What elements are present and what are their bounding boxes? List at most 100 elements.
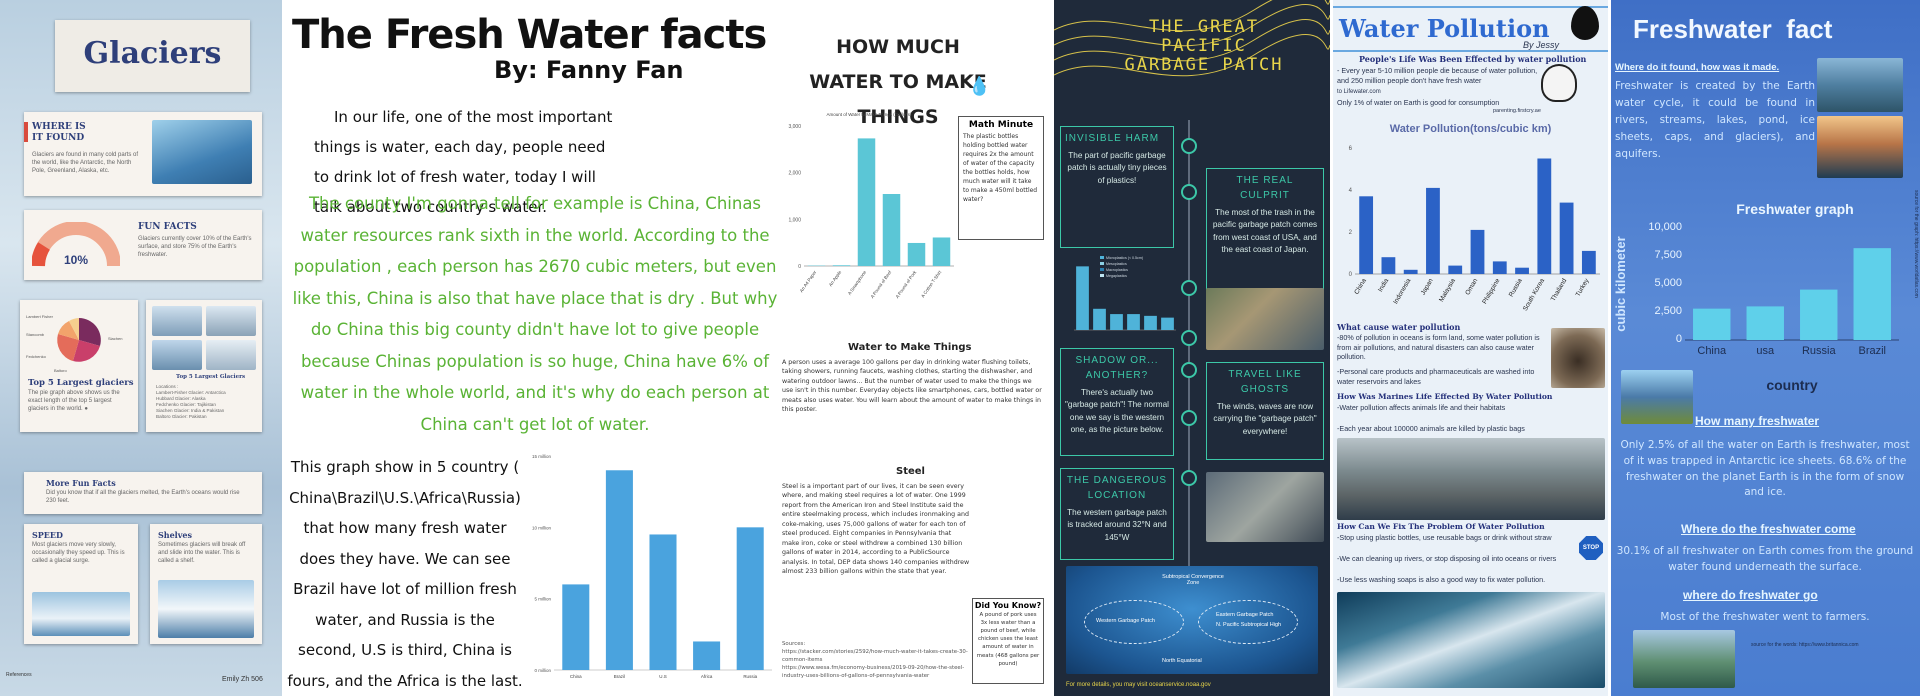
legend-label: Mesoplastics xyxy=(1106,262,1127,266)
wave-photo xyxy=(1337,592,1605,688)
source-graph: source for the graph: https://www.worlda… xyxy=(1913,190,1919,298)
china-text: The county I'm gonna tell for example is… xyxy=(292,194,778,434)
more-text: Did you know that if all the glaciers me… xyxy=(46,490,240,504)
section-title: Water to Make Things xyxy=(848,342,972,353)
x-tick-label: Russia xyxy=(743,674,757,679)
x-tick-label: Oman xyxy=(1464,277,1479,296)
x-tick-label: Russia xyxy=(1802,345,1837,357)
pie-label-4: Baltoro xyxy=(54,368,67,373)
marine-text: -Water pollution affects animals life an… xyxy=(1337,403,1506,412)
invisible-title: INVISIBLE HARM xyxy=(1065,133,1160,144)
glacier-photo xyxy=(32,592,130,636)
x-tick-label: China xyxy=(1353,277,1368,296)
legend-swatch xyxy=(1100,256,1104,259)
byline: By: Fanny Fan xyxy=(494,56,684,84)
glaciers-poster: Glaciers WHERE IS IT FOUND Glaciers are … xyxy=(0,0,282,696)
pie-label-2: Fedchenko xyxy=(26,354,47,359)
bar xyxy=(1144,315,1157,330)
gauge-value: 10% xyxy=(64,253,88,267)
legend-swatch xyxy=(1100,268,1104,271)
graph-text: This graph show in 5 country ( China\Bra… xyxy=(287,458,523,690)
x-tick-label: India xyxy=(1377,277,1390,293)
culprit-text: The most of the trash in the pacific gar… xyxy=(1212,208,1318,254)
legend-swatch xyxy=(1100,274,1104,277)
oil-bird-photo xyxy=(1551,328,1605,388)
sec1-source2: parenting.firstcry.ae xyxy=(1493,108,1541,114)
x-tick-label: Thailand xyxy=(1550,277,1569,302)
sec1-title: People's Life Was Been Effected by water… xyxy=(1359,54,1587,64)
bar xyxy=(1515,267,1529,274)
bar xyxy=(1161,317,1174,330)
bar xyxy=(1381,257,1396,274)
lake-photo xyxy=(1817,116,1903,178)
bar xyxy=(693,641,721,670)
x-tick-label: usa xyxy=(1756,345,1775,357)
x-axis-label: country xyxy=(1766,377,1818,393)
shadow-title: SHADOW OR... ANOTHER? xyxy=(1075,355,1159,381)
sec1-source: to Lifewater.com xyxy=(1337,89,1381,95)
cause-text: -80% of pollution in oceans is form land… xyxy=(1337,333,1540,362)
bar xyxy=(1448,265,1463,274)
culprit-title: THE REAL CULPRIT xyxy=(1236,175,1294,201)
location-text: The western garbage patch is tracked aro… xyxy=(1067,508,1167,542)
x-tick-label: An A4 Paper xyxy=(799,269,818,293)
section-text: A person uses a average 100 gallons per … xyxy=(782,359,1042,414)
top5-title: Top 5 Largest glaciers xyxy=(28,378,134,388)
y-tick-label: 0 xyxy=(1676,333,1682,345)
y-tick-label: 10 million xyxy=(532,525,552,530)
shelves-card: Shelves Sometimes glaciers will break of… xyxy=(150,524,262,644)
y-tick-label: 0 xyxy=(798,264,801,270)
sec1-more: Only 1% of water on Earth is good for co… xyxy=(1337,98,1500,107)
freshwater-fact-poster: Freshwater fact Where do it found, how w… xyxy=(1611,0,1920,696)
poster-title: HOW MUCH WATER TO MAKE THINGS xyxy=(809,36,987,128)
more-title: More Fun Facts xyxy=(46,478,116,488)
math-title: Math Minute xyxy=(968,120,1034,130)
list-item: Fedchenko Glacier: Tajikistan xyxy=(156,401,216,407)
more-facts-card: More Fun Facts Did you know that if all … xyxy=(24,472,262,514)
map-label-3: N. Pacific Subtropical High xyxy=(1216,622,1282,628)
bar xyxy=(1492,261,1507,274)
stop-sign-icon: STOP xyxy=(1579,536,1603,560)
y-tick-label: 2,000 xyxy=(788,171,801,177)
x-tick-label: Africa xyxy=(701,674,713,679)
y-tick-label: 10,000 xyxy=(1648,221,1682,233)
bar xyxy=(857,138,876,266)
know-text: A pound of pork uses 3x less water than … xyxy=(976,612,1040,667)
x-tick-label: A Smartphone xyxy=(847,269,868,296)
x-tick-label: A Cotton T-Shirt xyxy=(920,269,943,298)
invisible-text: The part of pacific garbage patch is act… xyxy=(1067,151,1167,185)
things-water-chart: 0 1,000 2,000 3,000 An A4 Paper An Apple A Sma… xyxy=(788,112,954,299)
shadow-box: SHADOW OR... ANOTHER? There's actually t… xyxy=(1060,348,1174,456)
where-go-title: where do freshwater go xyxy=(1683,588,1818,602)
math-minute-box: Math Minute The plastic bottles holding … xyxy=(958,116,1044,240)
marine-text2: -Each year about 100000 animals are kill… xyxy=(1337,424,1525,433)
pie-chart: Lambert Fisher Stancomb Fedchenko Siache… xyxy=(26,314,122,373)
y-tick-label: 0 million xyxy=(534,668,551,673)
bar xyxy=(932,237,951,266)
shelf-photo xyxy=(158,580,254,638)
bar xyxy=(1426,187,1440,274)
author: Emily Zh 506 xyxy=(222,676,263,683)
bar xyxy=(1470,229,1485,274)
x-tick-label: China xyxy=(570,674,582,679)
ghosts-box: TRAVEL LIKE GHOSTS The winds, waves are … xyxy=(1206,362,1324,460)
country-water-chart: 0 million 5 million 10 million 15 million Ch… xyxy=(532,454,772,679)
x-tick-label: An Apple xyxy=(828,269,843,287)
how-many-title: How many freshwater xyxy=(1695,414,1820,428)
bar xyxy=(1693,308,1731,340)
bar xyxy=(1127,314,1140,330)
where-made-title: Where do it found, how was it made. xyxy=(1615,62,1780,73)
water-drop-icon: 💧 xyxy=(968,76,991,96)
bar xyxy=(605,470,633,670)
y-tick-label: 2,500 xyxy=(1654,305,1682,317)
sources: Sources: https://stacker.com/stories/259… xyxy=(782,641,968,680)
bar xyxy=(1076,266,1089,330)
chart-title: Amount of Water to Make Things (Gallons) xyxy=(826,112,912,117)
x-tick-label: Philippine xyxy=(1481,277,1501,305)
landscape-photo xyxy=(1621,370,1693,424)
x-tick-label: Malaysia xyxy=(1438,277,1457,303)
bar xyxy=(1403,269,1418,274)
y-tick-label: 3,000 xyxy=(788,124,801,130)
list-item: Lambert-Fisher Glacier: Antarctica xyxy=(156,389,226,395)
river-photo xyxy=(1817,58,1903,112)
